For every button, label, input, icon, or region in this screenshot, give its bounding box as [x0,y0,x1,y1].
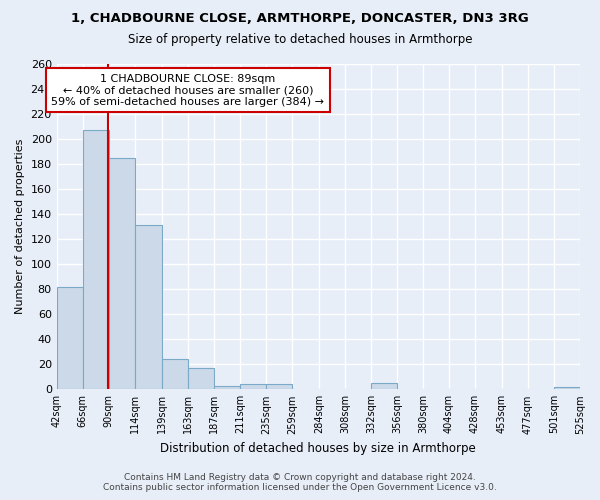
Bar [371,383,397,390]
Bar [240,384,266,390]
Bar [188,368,214,390]
Bar [56,286,83,390]
Bar [554,387,580,390]
Text: 1 CHADBOURNE CLOSE: 89sqm
← 40% of detached houses are smaller (260)
59% of semi: 1 CHADBOURNE CLOSE: 89sqm ← 40% of detac… [51,74,324,107]
Text: 1, CHADBOURNE CLOSE, ARMTHORPE, DONCASTER, DN3 3RG: 1, CHADBOURNE CLOSE, ARMTHORPE, DONCASTE… [71,12,529,26]
Text: Size of property relative to detached houses in Armthorpe: Size of property relative to detached ho… [128,32,472,46]
Bar [214,386,240,390]
Bar [162,360,188,390]
Text: Contains HM Land Registry data © Crown copyright and database right 2024.
Contai: Contains HM Land Registry data © Crown c… [103,473,497,492]
X-axis label: Distribution of detached houses by size in Armthorpe: Distribution of detached houses by size … [160,442,476,455]
Y-axis label: Number of detached properties: Number of detached properties [15,139,25,314]
Bar [109,158,134,390]
Bar [83,130,109,390]
Bar [134,226,162,390]
Bar [266,384,292,390]
